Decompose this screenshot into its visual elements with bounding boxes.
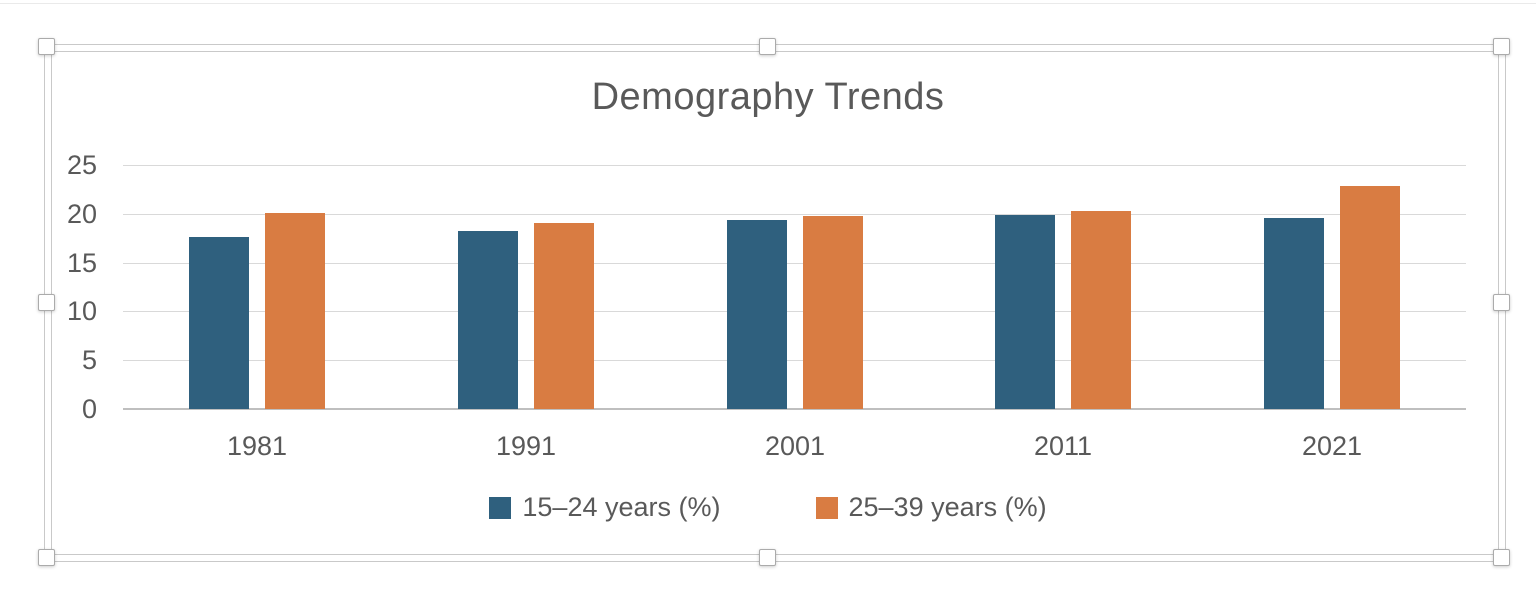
selection-handle-bottom-center[interactable] xyxy=(759,549,776,566)
legend-item-series-1[interactable]: 15–24 years (%) xyxy=(489,492,721,523)
legend-label-series-2: 25–39 years (%) xyxy=(848,492,1047,522)
selection-handle-bottom-right[interactable] xyxy=(1493,549,1510,566)
bar-2011-series-1[interactable] xyxy=(995,215,1055,409)
selection-handle-top-left[interactable] xyxy=(38,38,55,55)
gridline-y-10 xyxy=(123,311,1466,312)
bar-1991-series-2[interactable] xyxy=(534,223,594,409)
legend[interactable]: 15–24 years (%) 25–39 years (%) xyxy=(0,492,1536,523)
selection-handle-middle-right[interactable] xyxy=(1493,294,1510,311)
legend-item-series-2[interactable]: 25–39 years (%) xyxy=(815,492,1047,523)
gridline-y-15 xyxy=(123,263,1466,264)
y-tick-label-15: 15 xyxy=(66,248,97,278)
y-tick-label-20: 20 xyxy=(66,199,97,229)
x-category-label-1991[interactable]: 1991 xyxy=(495,431,557,461)
x-category-label-2001[interactable]: 2001 xyxy=(764,431,826,461)
selection-handle-top-center[interactable] xyxy=(759,38,776,55)
gridline-y-5 xyxy=(123,360,1466,361)
legend-swatch-blue-icon xyxy=(489,496,512,519)
y-tick-label-0: 0 xyxy=(81,394,97,424)
gridline-y-20 xyxy=(123,214,1466,215)
x-category-label-2021[interactable]: 2021 xyxy=(1301,431,1363,461)
gridline-y-25 xyxy=(123,165,1466,166)
bar-1981-series-2[interactable] xyxy=(265,213,325,409)
x-category-label-1981[interactable]: 1981 xyxy=(226,431,288,461)
selection-handle-middle-left[interactable] xyxy=(38,294,55,311)
bar-1991-series-1[interactable] xyxy=(458,231,518,409)
bar-2021-series-2[interactable] xyxy=(1340,186,1400,409)
y-tick-label-10: 10 xyxy=(66,296,97,326)
worksheet-edge-line xyxy=(0,3,1536,4)
bar-2001-series-1[interactable] xyxy=(727,220,787,409)
y-tick-label-25: 25 xyxy=(66,150,97,180)
bar-2011-series-2[interactable] xyxy=(1071,211,1131,409)
x-axis-line xyxy=(123,408,1466,410)
x-category-label-2011[interactable]: 2011 xyxy=(1033,431,1093,461)
bar-1981-series-1[interactable] xyxy=(189,237,249,409)
bar-2021-series-1[interactable] xyxy=(1264,218,1324,409)
selection-handle-bottom-left[interactable] xyxy=(38,549,55,566)
selection-handle-top-right[interactable] xyxy=(1493,38,1510,55)
legend-swatch-orange-icon xyxy=(815,496,838,519)
bar-2001-series-2[interactable] xyxy=(803,216,863,409)
y-tick-label-5: 5 xyxy=(81,345,97,375)
legend-label-series-1: 15–24 years (%) xyxy=(522,492,721,522)
chart-title[interactable]: Demography Trends xyxy=(591,76,945,118)
